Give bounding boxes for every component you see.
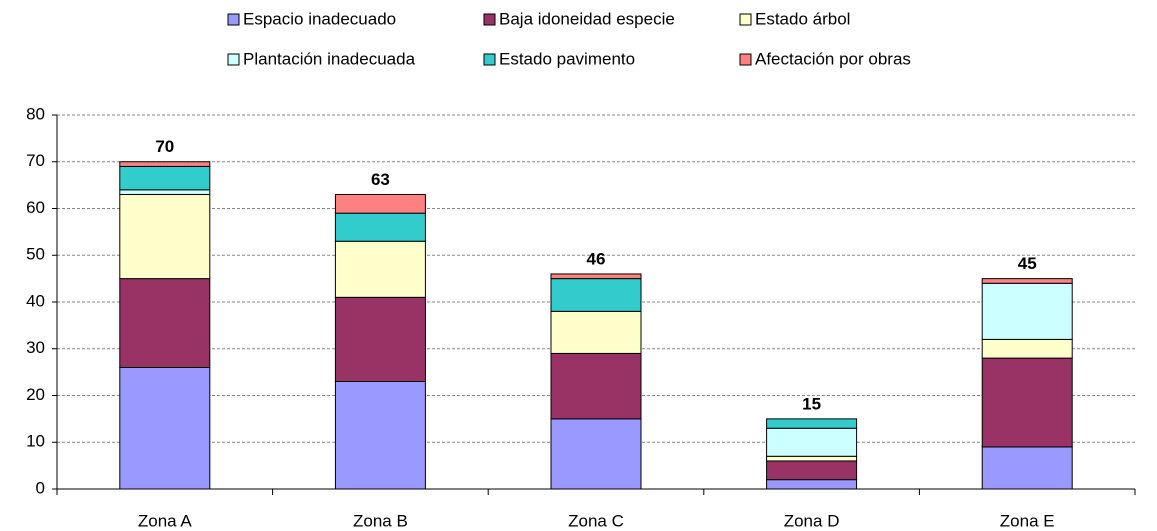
total-label: 46 — [587, 249, 606, 268]
y-tick-label: 30 — [26, 338, 45, 357]
total-label: 70 — [155, 137, 174, 156]
bar-segment — [766, 460, 858, 481]
total-label: 45 — [1018, 254, 1037, 273]
bar-segment — [981, 446, 1073, 490]
bar-segment — [766, 479, 858, 490]
bar-segment — [334, 380, 426, 490]
legend-swatch — [739, 53, 752, 66]
y-tick-label: 50 — [26, 245, 45, 264]
legend-swatch — [227, 13, 240, 26]
bar-segment — [119, 165, 211, 191]
bar-segment — [766, 427, 858, 457]
y-tick-label: 70 — [26, 151, 45, 170]
y-tick-label: 60 — [26, 198, 45, 217]
bar-segment — [766, 418, 858, 429]
bar-segment — [550, 310, 642, 354]
bar-segment — [550, 278, 642, 312]
legend-swatch — [227, 53, 240, 66]
bar-segment — [981, 282, 1073, 340]
x-tick-label: Zona A — [138, 511, 193, 530]
legend-label: Estado árbol — [755, 9, 850, 28]
bar-segment — [981, 338, 1073, 359]
legend-swatch — [483, 13, 496, 26]
y-tick-label: 10 — [26, 432, 45, 451]
bar-segment — [119, 161, 211, 167]
bar-segment — [550, 352, 642, 420]
legend-label: Estado pavimento — [499, 49, 635, 68]
legend-swatch — [483, 53, 496, 66]
bar-segment — [334, 240, 426, 298]
bar-segment — [550, 418, 642, 490]
legend-label: Afectación por obras — [755, 49, 911, 68]
bar-segment — [981, 357, 1073, 448]
x-tick-label: Zona C — [568, 511, 624, 530]
y-tick-label: 40 — [26, 291, 45, 310]
legend-label: Baja idoneidad especie — [499, 9, 675, 28]
bar-segment — [766, 455, 858, 462]
total-label: 63 — [371, 170, 390, 189]
y-tick-label: 80 — [26, 104, 45, 123]
y-tick-label: 20 — [26, 385, 45, 404]
x-tick-label: Zona E — [1000, 511, 1055, 530]
bar-segment — [550, 273, 642, 280]
x-tick-label: Zona B — [353, 511, 408, 530]
bar-segment — [119, 193, 211, 280]
legend-swatch — [739, 13, 752, 26]
bar-segment — [119, 366, 211, 490]
bar-segment — [334, 296, 426, 382]
legend-label: Plantación inadecuada — [243, 49, 416, 68]
total-label: 15 — [802, 394, 821, 413]
bar-segment — [119, 189, 211, 195]
legend-label: Espacio inadecuado — [243, 9, 396, 28]
x-tick-label: Zona D — [784, 511, 840, 530]
bar-segment — [119, 278, 211, 368]
y-tick-label: 0 — [36, 478, 45, 497]
bar-segment — [334, 212, 426, 242]
bar-segment — [981, 278, 1073, 284]
bar-segment — [334, 193, 426, 214]
